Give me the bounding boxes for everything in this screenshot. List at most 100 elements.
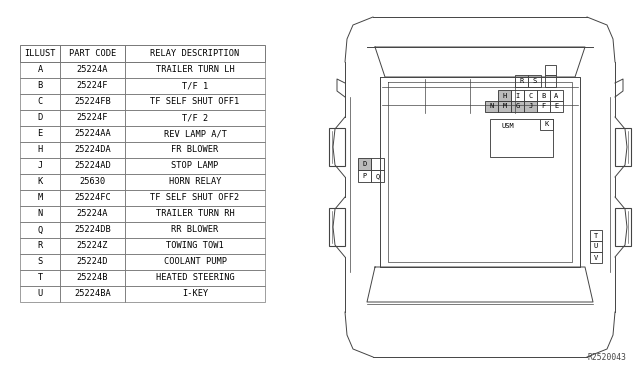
Text: B: B <box>37 81 43 90</box>
Bar <box>20 78 60 94</box>
Text: H: H <box>502 93 507 99</box>
Bar <box>524 90 537 101</box>
Bar <box>20 238 60 254</box>
Bar <box>60 222 125 238</box>
Bar <box>490 119 553 157</box>
Bar <box>60 126 125 142</box>
Text: U: U <box>594 244 598 250</box>
Bar <box>60 62 125 78</box>
Text: R: R <box>37 241 43 250</box>
Bar <box>371 158 384 170</box>
Bar <box>125 190 265 206</box>
Bar <box>590 230 602 241</box>
Bar <box>60 174 125 190</box>
Bar <box>524 101 537 112</box>
Bar <box>590 241 602 252</box>
Text: T/F 1: T/F 1 <box>182 81 208 90</box>
Text: S: S <box>37 257 43 266</box>
Bar <box>485 101 498 112</box>
Text: Q: Q <box>37 225 43 234</box>
Text: 25224F: 25224F <box>77 81 108 90</box>
Bar <box>60 78 125 94</box>
Text: M: M <box>37 193 43 202</box>
Bar <box>125 45 265 62</box>
Text: U: U <box>37 289 43 298</box>
Text: K: K <box>37 177 43 186</box>
Bar <box>125 286 265 302</box>
Text: 25224F: 25224F <box>77 113 108 122</box>
Text: 25224A: 25224A <box>77 209 108 218</box>
Text: 25224AD: 25224AD <box>74 161 111 170</box>
Text: V: V <box>594 254 598 260</box>
Bar <box>125 206 265 222</box>
Text: K: K <box>545 122 548 128</box>
Text: I-KEY: I-KEY <box>182 289 208 298</box>
Bar <box>20 206 60 222</box>
Text: D: D <box>362 161 367 167</box>
Text: TF SELF SHUT OFF1: TF SELF SHUT OFF1 <box>150 97 239 106</box>
Bar <box>60 45 125 62</box>
Bar <box>20 254 60 270</box>
Bar <box>125 78 265 94</box>
Bar <box>20 45 60 62</box>
Bar <box>540 119 553 130</box>
Bar <box>329 128 345 166</box>
Text: M: M <box>502 103 507 109</box>
Text: P: P <box>362 173 367 179</box>
Bar <box>545 65 556 75</box>
Text: 25224A: 25224A <box>77 65 108 74</box>
Bar <box>615 128 631 166</box>
Text: COOLANT PUMP: COOLANT PUMP <box>163 257 227 266</box>
Text: F: F <box>541 103 546 109</box>
Text: REV LAMP A/T: REV LAMP A/T <box>163 129 227 138</box>
Bar <box>125 158 265 174</box>
Text: RELAY DESCRIPTION: RELAY DESCRIPTION <box>150 49 239 58</box>
Text: Q: Q <box>376 173 380 179</box>
Bar <box>125 126 265 142</box>
Bar <box>125 254 265 270</box>
Text: PART CODE: PART CODE <box>69 49 116 58</box>
Bar <box>20 190 60 206</box>
Bar <box>545 75 556 87</box>
Bar <box>20 62 60 78</box>
Text: HEATED STEERING: HEATED STEERING <box>156 273 234 282</box>
Bar <box>371 170 384 182</box>
Bar <box>125 270 265 286</box>
Bar <box>60 110 125 126</box>
Bar <box>20 174 60 190</box>
Bar <box>125 94 265 110</box>
Text: ILLUST: ILLUST <box>24 49 56 58</box>
Bar <box>125 62 265 78</box>
Bar <box>358 158 371 170</box>
Bar <box>125 174 265 190</box>
Text: J: J <box>529 103 532 109</box>
Bar <box>60 142 125 158</box>
Bar <box>550 101 563 112</box>
Text: J: J <box>37 161 43 170</box>
Bar <box>615 208 631 246</box>
Text: D: D <box>37 113 43 122</box>
Bar <box>125 222 265 238</box>
Text: TF SELF SHUT OFF2: TF SELF SHUT OFF2 <box>150 193 239 202</box>
Text: 25224D: 25224D <box>77 257 108 266</box>
Bar <box>590 252 602 263</box>
Text: 25224B: 25224B <box>77 273 108 282</box>
Text: 25224FC: 25224FC <box>74 193 111 202</box>
Bar <box>60 286 125 302</box>
Bar <box>20 158 60 174</box>
Text: FR BLOWER: FR BLOWER <box>172 145 219 154</box>
Text: TRAILER TURN RH: TRAILER TURN RH <box>156 209 234 218</box>
Text: STOP LAMP: STOP LAMP <box>172 161 219 170</box>
Text: N: N <box>490 103 493 109</box>
Bar <box>20 286 60 302</box>
Text: A: A <box>37 65 43 74</box>
Bar <box>60 158 125 174</box>
Text: 25224DB: 25224DB <box>74 225 111 234</box>
Bar <box>550 90 563 101</box>
Text: T/F 2: T/F 2 <box>182 113 208 122</box>
Bar <box>498 90 511 101</box>
Text: USM: USM <box>502 123 515 129</box>
Text: C: C <box>529 93 532 99</box>
Bar <box>60 270 125 286</box>
Bar <box>125 142 265 158</box>
